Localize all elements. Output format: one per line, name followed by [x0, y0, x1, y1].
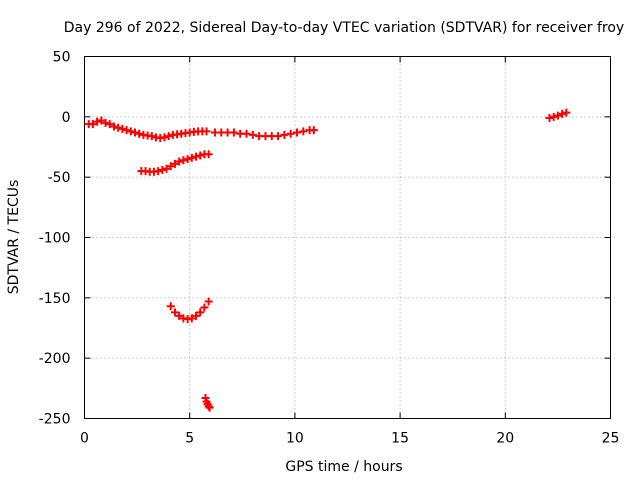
data-point [200, 303, 209, 312]
y-tick-label: -250 [39, 412, 71, 428]
data-point [170, 159, 179, 168]
x-tick-label: 10 [286, 431, 304, 447]
data-point [114, 123, 123, 132]
data-point [204, 150, 213, 159]
data-point [93, 117, 102, 126]
data-point [109, 122, 118, 131]
data-point [101, 118, 110, 127]
data-point [187, 314, 196, 323]
data-point [293, 128, 302, 137]
data-point [166, 302, 175, 311]
data-point [558, 109, 567, 118]
data-point [274, 132, 283, 141]
grid-layer [84, 56, 611, 419]
y-tick-label: 0 [62, 110, 71, 126]
data-point [204, 297, 213, 306]
data-point [175, 157, 184, 166]
data-point [166, 162, 175, 171]
data-point [135, 129, 144, 138]
y-tick-label: -50 [48, 170, 71, 186]
data-marks [84, 108, 571, 412]
y-axis-title: SDTVAR / TECUs [6, 180, 22, 295]
data-point [248, 130, 257, 139]
data-point [229, 128, 238, 137]
data-point [126, 127, 135, 136]
data-point [147, 132, 156, 141]
data-point [170, 308, 179, 317]
data-point [545, 114, 554, 123]
series-arc-4 [166, 297, 213, 323]
data-point [242, 129, 251, 138]
data-point [187, 153, 196, 162]
chart-title: Day 296 of 2022, Sidereal Day-to-day VTE… [64, 20, 624, 36]
data-point [192, 311, 201, 320]
data-point [309, 126, 318, 135]
x-tick-label: 15 [391, 431, 409, 447]
y-tick-label: -150 [39, 291, 71, 307]
data-point [562, 108, 571, 117]
series-arc-1 [84, 116, 211, 142]
data-point [130, 128, 139, 137]
data-point [183, 155, 192, 164]
x-axis-title: GPS time / hours [285, 459, 402, 475]
x-tick-label: 25 [602, 431, 620, 447]
data-point [204, 402, 213, 411]
data-point [88, 120, 97, 129]
y-tick-label: -200 [39, 351, 71, 367]
data-point [179, 156, 188, 165]
data-point [196, 308, 205, 317]
data-point [549, 112, 558, 121]
data-point [280, 130, 289, 139]
data-point [97, 116, 106, 125]
data-point [202, 127, 211, 136]
series-arc-6 [545, 108, 571, 123]
tick-layer: 0 5 10 15 20 25 50 0 -50 -100 -150 -200 -250 [39, 50, 620, 447]
y-tick-label: -100 [39, 231, 71, 247]
series-arc-3 [137, 150, 213, 176]
series-arc-2 [210, 126, 318, 141]
data-point [164, 132, 173, 141]
data-point [175, 311, 184, 320]
data-point [192, 152, 201, 161]
data-point [154, 167, 163, 176]
x-tick-label: 5 [185, 431, 194, 447]
data-point [162, 164, 171, 173]
data-point [118, 124, 127, 133]
data-point [105, 120, 114, 129]
y-tick-label: 50 [53, 50, 71, 66]
data-point [553, 111, 562, 120]
data-point [158, 165, 167, 174]
x-tick-label: 0 [80, 431, 89, 447]
data-point [286, 129, 295, 138]
data-point [196, 151, 205, 160]
x-tick-label: 20 [496, 431, 514, 447]
data-point [122, 126, 131, 135]
data-point [299, 127, 308, 136]
plot-frame [84, 56, 611, 419]
series-arc-5 [201, 393, 214, 412]
data-point [205, 403, 214, 412]
data-point [160, 133, 169, 142]
